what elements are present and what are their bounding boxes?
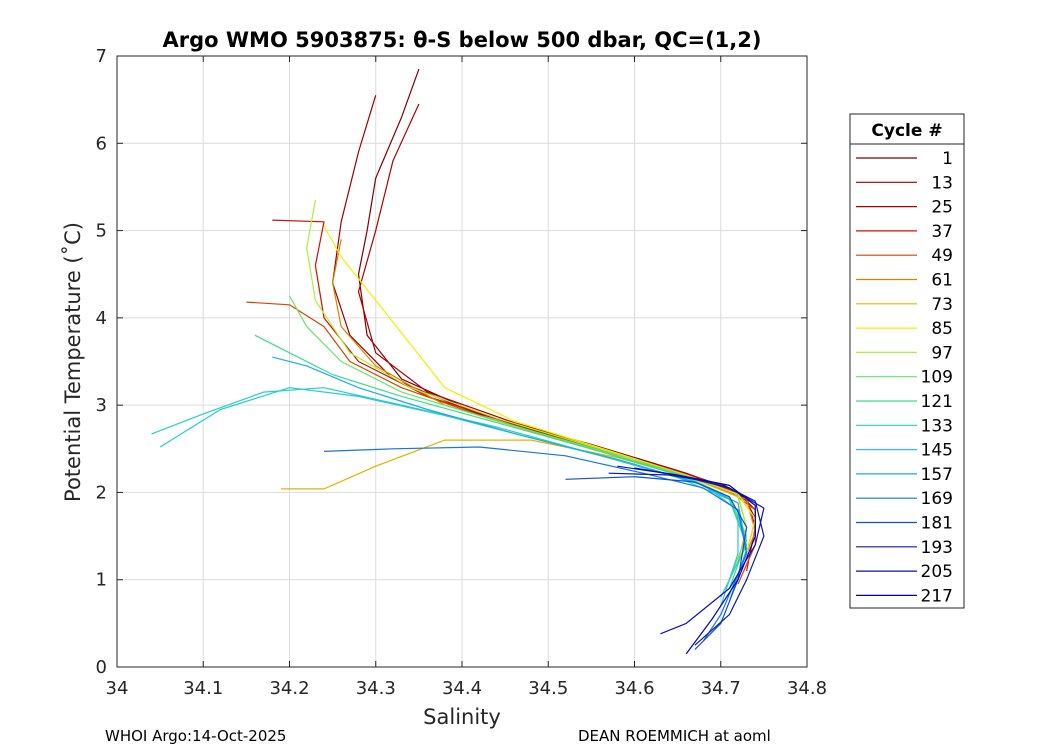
legend-entries: 1 13 25 37 49 61 73 85 97 109 121 133 145 157 169 181 19…	[856, 149, 953, 606]
profile-line-cycle-181	[565, 476, 748, 650]
y-tick-label: 6	[96, 133, 107, 154]
chart-title: Argo WMO 5903875: θ-S below 500 dbar, QC…	[163, 28, 762, 52]
x-tick-label: 34.4	[442, 678, 482, 699]
x-axis-label: Salinity	[423, 705, 501, 729]
legend-label-cycle-157: 157	[921, 465, 953, 485]
legend-label-cycle-169: 169	[921, 489, 953, 509]
x-tick-label: 34.5	[528, 678, 568, 699]
y-tick-label: 5	[96, 221, 107, 242]
profile-line-cycle-157	[272, 356, 748, 602]
legend-label-cycle-205: 205	[921, 562, 953, 582]
x-tick-label: 34	[106, 678, 129, 699]
x-tick-label: 34.3	[356, 678, 396, 699]
footer-right-text: DEAN ROEMMICH at aoml	[578, 727, 771, 745]
footer-left-text: WHOI Argo:14-Oct-2025	[105, 727, 286, 745]
y-tick-label: 1	[96, 570, 107, 591]
profile-line-cycle-85	[323, 225, 756, 554]
legend-label-cycle-25: 25	[931, 198, 953, 218]
legend-label-cycle-97: 97	[931, 343, 953, 363]
y-tick-label: 7	[96, 46, 107, 67]
legend-label-cycle-109: 109	[921, 368, 953, 388]
legend-label-cycle-193: 193	[921, 538, 953, 558]
profile-line-cycle-97	[306, 199, 748, 528]
profiles-layer	[151, 68, 765, 655]
profile-line-cycle-133	[151, 387, 748, 598]
legend-label-cycle-61: 61	[931, 271, 953, 291]
legend-label-cycle-181: 181	[921, 514, 953, 534]
y-tick-label: 4	[96, 308, 107, 329]
y-tick-label: 2	[96, 482, 107, 503]
profile-line-cycle-193	[608, 472, 765, 646]
legend-label-cycle-121: 121	[921, 392, 953, 412]
profile-line-cycle-217	[634, 467, 756, 655]
legend-label-cycle-145: 145	[921, 441, 953, 461]
legend-label-cycle-73: 73	[931, 295, 953, 315]
legend-box	[849, 113, 965, 609]
x-tick-label: 34.6	[614, 678, 654, 699]
legend-label-cycle-1: 1	[942, 149, 953, 169]
y-axis-label: Potential Temperature (˚C)	[61, 222, 85, 502]
legend-label-cycle-37: 37	[931, 222, 953, 242]
legend-label-cycle-49: 49	[931, 246, 953, 266]
x-tick-label: 34.7	[701, 678, 741, 699]
x-tick-label: 34.2	[269, 678, 309, 699]
y-tick-label: 0	[96, 657, 107, 678]
y-axis-ticks: 0 1 2 3 4 5 6 7	[96, 46, 807, 678]
legend-label-cycle-13: 13	[931, 173, 953, 193]
profile-line-cycle-37	[272, 219, 756, 572]
x-tick-label: 34.8	[787, 678, 827, 699]
legend: Cycle # 1 13 25 37 49 61 73 85 97 109 121 133 145 157…	[849, 113, 965, 609]
legend-label-cycle-217: 217	[921, 586, 953, 606]
legend-label-cycle-133: 133	[921, 416, 953, 436]
x-tick-label: 34.1	[183, 678, 223, 699]
y-tick-label: 3	[96, 395, 107, 416]
legend-title: Cycle #	[871, 121, 942, 141]
legend-label-cycle-85: 85	[931, 319, 953, 339]
x-axis-ticks: 34 34.1 34.2 34.3 34.4 34.5 34.6 34.7 34.8	[106, 56, 827, 699]
